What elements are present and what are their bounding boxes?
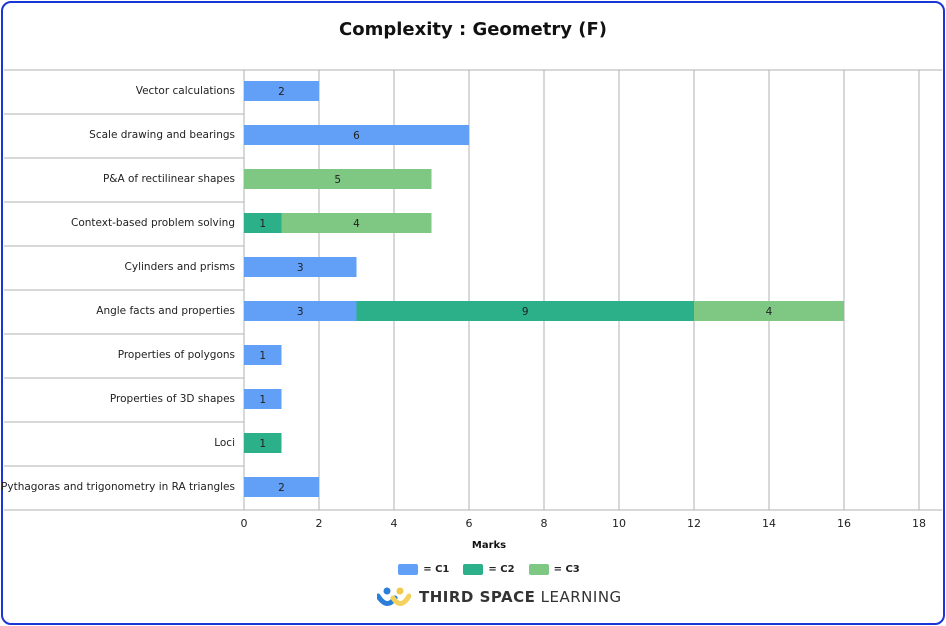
data-label: 3 — [297, 262, 304, 274]
bar-c2 — [244, 433, 282, 453]
data-label: 4 — [353, 218, 360, 230]
logo-icon — [377, 587, 411, 606]
category-label: Context-based problem solving — [71, 217, 235, 229]
x-tick-label: 2 — [316, 517, 323, 530]
data-label: 2 — [278, 86, 285, 98]
data-label: 9 — [522, 306, 529, 318]
x-tick-label: 12 — [687, 517, 701, 530]
legend-label: = C2 — [488, 564, 515, 575]
logo-text-bold: THIRD SPACE — [419, 588, 536, 606]
category-label: P&A of rectilinear shapes — [103, 173, 235, 185]
x-tick-label: 4 — [391, 517, 398, 530]
bar-c2 — [356, 301, 694, 321]
x-tick-label: 8 — [541, 517, 548, 530]
bar-c1 — [244, 81, 319, 101]
legend-item-c2: = C2 — [463, 564, 515, 575]
bar-c1 — [244, 301, 357, 321]
data-label: 1 — [259, 350, 266, 362]
data-label: 5 — [334, 174, 341, 186]
data-label: 3 — [297, 306, 304, 318]
x-tick-label: 16 — [837, 517, 851, 530]
bar-c3 — [244, 169, 432, 189]
x-tick-label: 14 — [762, 517, 776, 530]
legend-item-c3: = C3 — [528, 564, 580, 575]
category-label: Vector calculations — [136, 85, 235, 97]
data-label: 1 — [259, 394, 266, 406]
category-label: Scale drawing and bearings — [89, 129, 235, 141]
legend-swatch — [528, 564, 549, 575]
legend: = C1 = C2 = C3 — [0, 564, 946, 575]
x-tick-label: 6 — [466, 517, 473, 530]
bar-c2 — [244, 213, 282, 233]
category-label: Cylinders and prisms — [125, 261, 235, 273]
data-label: 1 — [259, 218, 266, 230]
x-axis-label: Marks — [471, 540, 507, 551]
data-label: 6 — [353, 130, 360, 142]
category-label: Angle facts and properties — [96, 305, 235, 317]
data-label: 1 — [259, 438, 266, 450]
x-tick-label: 0 — [241, 517, 248, 530]
third-space-learning-logo: THIRD SPACE LEARNING — [377, 586, 622, 608]
bar-c1 — [244, 257, 357, 277]
data-label: 4 — [766, 306, 773, 318]
legend-label: = C1 — [423, 564, 450, 575]
category-label: Properties of polygons — [118, 349, 235, 361]
data-label: 2 — [278, 482, 285, 494]
legend-swatch — [463, 564, 484, 575]
bar-c3 — [281, 213, 432, 233]
legend-swatch — [398, 564, 419, 575]
category-label: Properties of 3D shapes — [110, 393, 235, 405]
bar-c1 — [244, 125, 469, 145]
legend-label: = C3 — [553, 564, 580, 575]
logo-text-light: LEARNING — [540, 588, 622, 606]
bar-c1 — [244, 389, 282, 409]
bar-c3 — [694, 301, 844, 321]
x-tick-label: 10 — [612, 517, 626, 530]
legend-item-c1: = C1 — [398, 564, 449, 575]
category-label: Pythagoras and trigonometry in RA triang… — [1, 481, 235, 493]
category-label: Loci — [214, 437, 235, 449]
chart-title: Complexity : Geometry (F) — [339, 19, 607, 40]
x-tick-label: 18 — [912, 517, 926, 530]
bar-c1 — [244, 345, 282, 365]
bar-c1 — [244, 477, 319, 497]
